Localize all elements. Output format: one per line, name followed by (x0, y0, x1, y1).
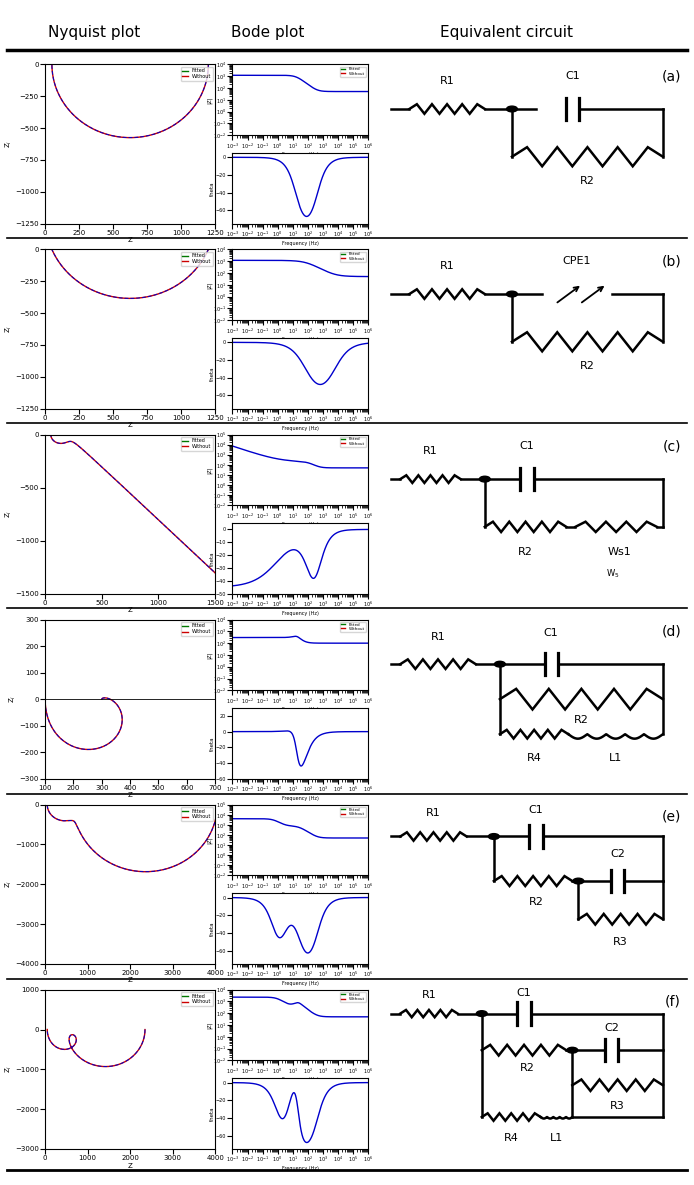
Text: R2: R2 (529, 897, 543, 907)
Text: R2: R2 (580, 175, 595, 186)
Text: W$_5$: W$_5$ (607, 568, 620, 579)
X-axis label: Frequency (Hz): Frequency (Hz) (282, 1077, 319, 1082)
Y-axis label: theta: theta (210, 921, 214, 936)
Text: C2: C2 (610, 850, 625, 859)
Text: C1: C1 (565, 71, 579, 81)
X-axis label: Z: Z (128, 1162, 133, 1168)
X-axis label: Z: Z (128, 608, 133, 614)
Circle shape (507, 292, 518, 297)
Text: Ws1: Ws1 (607, 547, 631, 557)
Y-axis label: Z$_i$: Z$_i$ (3, 325, 14, 333)
Circle shape (476, 1011, 487, 1017)
Text: R1: R1 (426, 808, 441, 818)
Text: R3: R3 (613, 936, 628, 947)
Circle shape (567, 1048, 578, 1053)
Legend: Fitted, Without: Fitted, Without (180, 66, 212, 81)
Text: (a): (a) (661, 69, 681, 83)
Y-axis label: |Z|: |Z| (206, 1021, 212, 1029)
Text: (e): (e) (661, 809, 681, 824)
X-axis label: Frequency (Hz): Frequency (Hz) (282, 707, 319, 712)
Text: Bode plot: Bode plot (230, 25, 304, 40)
Y-axis label: |Z|: |Z| (206, 837, 212, 844)
Text: R4: R4 (504, 1133, 518, 1142)
Text: (f): (f) (665, 994, 681, 1008)
Y-axis label: theta: theta (210, 736, 214, 751)
Y-axis label: Z$_i$: Z$_i$ (3, 1065, 14, 1074)
Y-axis label: theta: theta (210, 551, 214, 565)
Text: R2: R2 (574, 715, 589, 725)
Legend: Fitted, Without: Fitted, Without (180, 807, 212, 821)
Text: R1: R1 (440, 261, 455, 270)
Text: R2: R2 (520, 1063, 534, 1072)
Circle shape (494, 661, 505, 667)
Text: R4: R4 (527, 754, 541, 763)
Circle shape (489, 833, 499, 839)
Y-axis label: theta: theta (210, 181, 214, 196)
X-axis label: Frequency (Hz): Frequency (Hz) (282, 892, 319, 897)
Y-axis label: theta: theta (210, 1107, 214, 1121)
Legend: Fitted, Without: Fitted, Without (180, 437, 212, 450)
X-axis label: Frequency (Hz): Frequency (Hz) (282, 425, 319, 430)
X-axis label: Z: Z (128, 237, 133, 243)
Text: C2: C2 (604, 1023, 619, 1033)
Y-axis label: |Z|: |Z| (206, 651, 212, 659)
X-axis label: Frequency (Hz): Frequency (Hz) (282, 1166, 319, 1171)
Legend: Fitted, Without: Fitted, Without (341, 807, 366, 816)
X-axis label: Frequency (Hz): Frequency (Hz) (282, 523, 319, 527)
Text: R1: R1 (440, 76, 455, 85)
Y-axis label: Z$_i$: Z$_i$ (8, 696, 18, 703)
Text: (b): (b) (661, 255, 681, 268)
Text: R2: R2 (518, 547, 533, 557)
Text: Nyquist plot: Nyquist plot (48, 25, 139, 40)
X-axis label: Z: Z (128, 422, 133, 428)
Text: R3: R3 (610, 1101, 625, 1112)
Text: L1: L1 (609, 754, 623, 763)
Text: Equivalent circuit: Equivalent circuit (440, 25, 573, 40)
Text: R1: R1 (421, 989, 437, 1000)
Text: C1: C1 (544, 628, 559, 638)
Y-axis label: theta: theta (210, 366, 214, 380)
X-axis label: Z: Z (128, 793, 133, 799)
Legend: Fitted, Without: Fitted, Without (180, 252, 212, 265)
Y-axis label: Z$_i$: Z$_i$ (3, 510, 14, 518)
X-axis label: Frequency (Hz): Frequency (Hz) (282, 795, 319, 801)
Text: CPE1: CPE1 (563, 256, 591, 265)
Text: R1: R1 (423, 446, 438, 456)
Legend: Fitted, Without: Fitted, Without (341, 436, 366, 447)
Y-axis label: |Z|: |Z| (206, 281, 212, 289)
Text: R1: R1 (430, 633, 446, 642)
Y-axis label: Z$_i$: Z$_i$ (3, 140, 14, 148)
Y-axis label: |Z|: |Z| (206, 96, 212, 103)
Circle shape (480, 476, 490, 482)
X-axis label: Frequency (Hz): Frequency (Hz) (282, 610, 319, 616)
X-axis label: Frequency (Hz): Frequency (Hz) (282, 981, 319, 986)
Legend: Fitted, Without: Fitted, Without (180, 992, 212, 1006)
Y-axis label: Z$_i$: Z$_i$ (3, 880, 14, 889)
Text: (c): (c) (663, 440, 681, 454)
X-axis label: Frequency (Hz): Frequency (Hz) (282, 241, 319, 245)
Text: C1: C1 (516, 988, 532, 998)
Text: C1: C1 (520, 441, 534, 450)
Legend: Fitted, Without: Fitted, Without (341, 251, 366, 262)
Text: (d): (d) (661, 624, 681, 639)
Text: C1: C1 (529, 805, 543, 814)
Legend: Fitted, Without: Fitted, Without (341, 992, 366, 1001)
Y-axis label: |Z|: |Z| (206, 466, 212, 474)
X-axis label: Z: Z (128, 978, 133, 984)
X-axis label: Frequency (Hz): Frequency (Hz) (282, 152, 319, 158)
Legend: Fitted, Without: Fitted, Without (341, 622, 366, 632)
Legend: Fitted, Without: Fitted, Without (180, 622, 212, 635)
Text: R2: R2 (580, 361, 595, 371)
X-axis label: Frequency (Hz): Frequency (Hz) (282, 337, 319, 342)
Text: L1: L1 (550, 1133, 563, 1142)
Circle shape (507, 107, 518, 111)
Circle shape (573, 878, 584, 884)
Legend: Fitted, Without: Fitted, Without (341, 66, 366, 77)
